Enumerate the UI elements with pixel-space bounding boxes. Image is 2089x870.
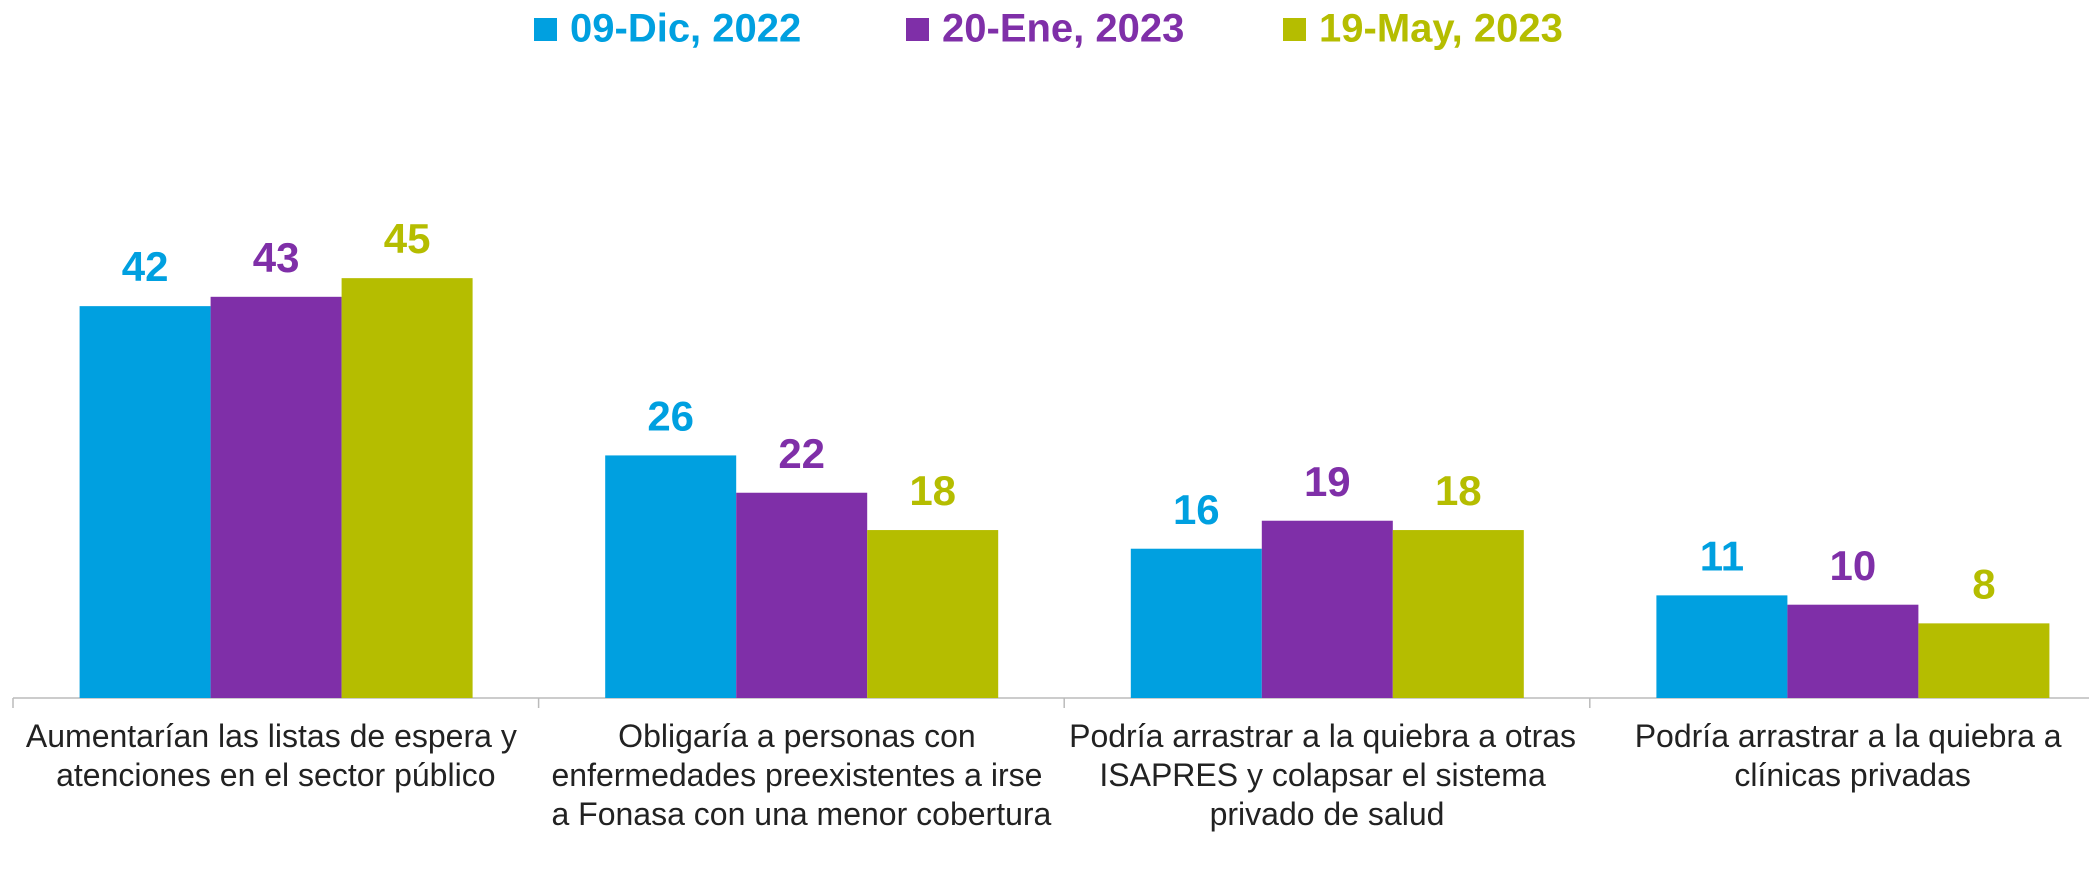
- legend-swatch: [534, 18, 557, 41]
- data-label: 8: [1972, 560, 1995, 607]
- bar: [736, 492, 868, 698]
- bar: [341, 278, 473, 698]
- category-label: Aumentarían las listas de espera y atenc…: [26, 718, 526, 793]
- bar: [605, 455, 737, 698]
- data-label: 22: [778, 430, 825, 477]
- label-line: Podría arrastrar a la quiebra a: [1635, 718, 2071, 754]
- label-line: ISAPRES y colapsar el sistema: [1099, 757, 1554, 793]
- label-line: a Fonasa con una menor cobertura: [551, 796, 1051, 832]
- bar: [1656, 595, 1788, 698]
- label-line: Podría arrastrar a la quiebra a otras: [1069, 718, 1585, 754]
- bar: [1787, 604, 1919, 698]
- bar: [79, 306, 211, 698]
- data-label: 19: [1304, 458, 1351, 505]
- category-label: Podría arrastrar a la quiebra a otras IS…: [1069, 718, 1585, 832]
- legend-label: 20-Ene, 2023: [942, 7, 1184, 51]
- data-label: 43: [253, 234, 300, 281]
- label-line: atenciones en el sector público: [56, 757, 495, 793]
- data-label: 11: [1700, 532, 1744, 579]
- data-label: 16: [1173, 486, 1220, 533]
- category-label: Podría arrastrar a la quiebra a clínicas…: [1635, 718, 2071, 793]
- bar: [1392, 530, 1524, 698]
- bar: [210, 296, 342, 698]
- bar: [1261, 520, 1393, 698]
- category-label: Obligaría a personas con enfermedades pr…: [551, 718, 1051, 832]
- data-label: 42: [122, 243, 169, 290]
- legend-label: 19-May, 2023: [1319, 7, 1563, 51]
- data-label: 45: [384, 215, 431, 262]
- label-line: Aumentarían las listas de espera y: [26, 718, 526, 754]
- data-label: 18: [1435, 467, 1482, 514]
- label-line: enfermedades preexistentes a irse: [551, 757, 1051, 793]
- label-line: Obligaría a personas con: [618, 718, 984, 754]
- data-label: 26: [647, 393, 694, 440]
- legend-label: 09-Dic, 2022: [570, 7, 801, 51]
- legend-swatch: [1283, 18, 1306, 41]
- label-line: privado de salud: [1210, 796, 1445, 832]
- legend-swatch: [906, 18, 929, 41]
- bar: [1918, 623, 2050, 698]
- label-line: clínicas privadas: [1734, 757, 1971, 793]
- bar: [1130, 548, 1262, 698]
- bar: [867, 530, 999, 698]
- data-label: 18: [909, 467, 956, 514]
- data-label: 10: [1830, 542, 1877, 589]
